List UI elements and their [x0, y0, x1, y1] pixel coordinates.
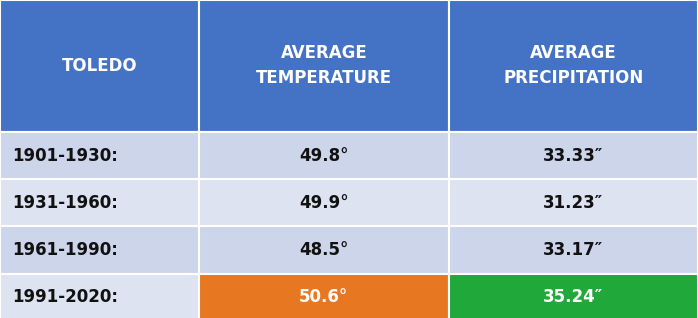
Bar [0, 273, 199, 318]
Text: 48.5°: 48.5° [299, 241, 348, 259]
Bar [0, 226, 199, 273]
Bar [199, 0, 449, 132]
Text: 33.17″: 33.17″ [543, 241, 604, 259]
Bar [0, 179, 199, 226]
Text: 1991-2020:: 1991-2020: [13, 288, 119, 306]
Bar [199, 273, 449, 318]
Text: 1901-1930:: 1901-1930: [13, 147, 119, 165]
Bar [449, 0, 698, 132]
Text: 33.33″: 33.33″ [543, 147, 604, 165]
Text: AVERAGE
TEMPERATURE: AVERAGE TEMPERATURE [255, 45, 392, 87]
Bar [449, 226, 698, 273]
Bar [449, 132, 698, 179]
Text: 31.23″: 31.23″ [543, 194, 604, 212]
Text: 49.9°: 49.9° [299, 194, 349, 212]
Bar [199, 179, 449, 226]
Bar [0, 0, 199, 132]
Text: 49.8°: 49.8° [299, 147, 348, 165]
Text: AVERAGE
PRECIPITATION: AVERAGE PRECIPITATION [503, 45, 644, 87]
Text: 50.6°: 50.6° [299, 288, 348, 306]
Bar [0, 132, 199, 179]
Text: 1931-1960:: 1931-1960: [13, 194, 119, 212]
Text: TOLEDO: TOLEDO [61, 57, 138, 75]
Bar [449, 179, 698, 226]
Text: 35.24″: 35.24″ [543, 288, 604, 306]
Bar [199, 132, 449, 179]
Bar [449, 273, 698, 318]
Bar [199, 226, 449, 273]
Text: 1961-1990:: 1961-1990: [13, 241, 119, 259]
